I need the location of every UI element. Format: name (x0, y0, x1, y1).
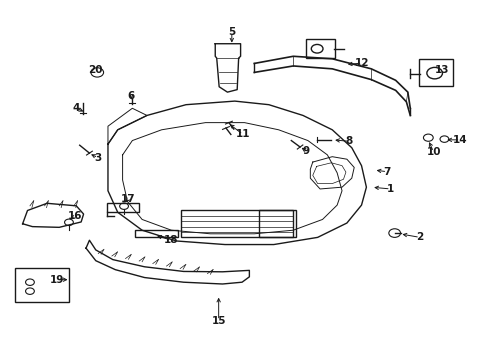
Text: 4: 4 (72, 103, 80, 113)
Bar (259, 211, 295, 237)
Text: 14: 14 (452, 135, 467, 145)
Text: 12: 12 (354, 58, 369, 68)
Text: 18: 18 (164, 235, 178, 245)
Text: 16: 16 (68, 211, 82, 221)
Text: 7: 7 (383, 167, 390, 177)
Text: 11: 11 (235, 130, 250, 139)
Text: 8: 8 (345, 136, 352, 146)
Text: 1: 1 (386, 184, 394, 194)
Text: 10: 10 (426, 147, 440, 157)
Text: 15: 15 (211, 316, 225, 325)
Text: 13: 13 (434, 64, 448, 75)
Bar (15, 268, 69, 302)
Bar (107, 203, 139, 212)
Bar (135, 230, 177, 237)
Text: 17: 17 (121, 194, 136, 204)
Text: 9: 9 (302, 145, 309, 156)
Text: 19: 19 (49, 275, 64, 285)
Text: 5: 5 (228, 27, 235, 37)
Text: 2: 2 (416, 232, 423, 242)
Text: 20: 20 (88, 65, 102, 75)
Text: 3: 3 (94, 153, 102, 163)
Bar (181, 211, 293, 237)
Text: 6: 6 (127, 91, 135, 101)
